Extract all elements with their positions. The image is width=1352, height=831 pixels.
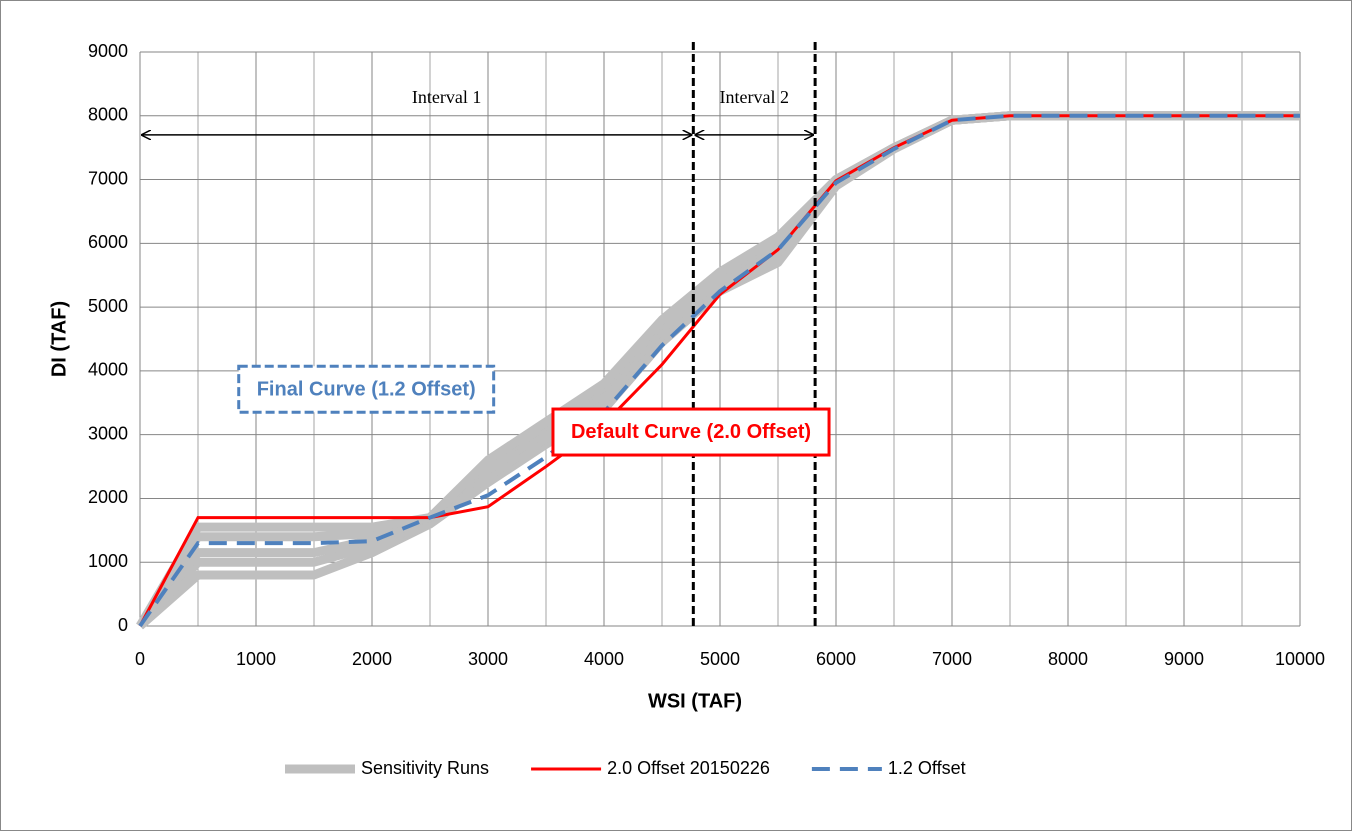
y-tick-label: 1000 — [88, 551, 128, 571]
legend-label: Sensitivity Runs — [361, 758, 489, 778]
legend-label: 1.2 Offset — [888, 758, 966, 778]
annotation-box — [551, 407, 831, 457]
x-tick-label: 7000 — [932, 649, 972, 669]
annotation-text: Default Curve (2.0 Offset) — [571, 421, 811, 443]
x-tick-label: 10000 — [1275, 649, 1325, 669]
y-tick-label: 8000 — [88, 105, 128, 125]
interval-label: Interval 1 — [412, 87, 481, 107]
x-tick-label: 8000 — [1048, 649, 1088, 669]
x-tick-label: 1000 — [236, 649, 276, 669]
legend-label: 2.0 Offset 20150226 — [607, 758, 770, 778]
x-axis-title: WSI (TAF) — [648, 690, 742, 712]
x-tick-label: 5000 — [700, 649, 740, 669]
x-tick-label: 9000 — [1164, 649, 1204, 669]
y-tick-label: 9000 — [88, 41, 128, 61]
y-tick-label: 2000 — [88, 487, 128, 507]
x-tick-label: 3000 — [468, 649, 508, 669]
x-tick-label: 2000 — [352, 649, 392, 669]
y-tick-label: 6000 — [88, 232, 128, 252]
y-axis-title: DI (TAF) — [48, 301, 70, 377]
y-tick-label: 7000 — [88, 168, 128, 188]
interval-label: Interval 2 — [719, 87, 788, 107]
annotation-box — [237, 364, 496, 414]
y-tick-label: 0 — [118, 615, 128, 635]
x-tick-label: 0 — [135, 649, 145, 669]
y-tick-label: 3000 — [88, 423, 128, 443]
y-tick-label: 5000 — [88, 296, 128, 316]
x-tick-label: 4000 — [584, 649, 624, 669]
annotation-text: Final Curve (1.2 Offset) — [257, 378, 476, 400]
y-tick-label: 4000 — [88, 360, 128, 380]
series-line — [138, 113, 1300, 628]
x-tick-label: 6000 — [816, 649, 856, 669]
